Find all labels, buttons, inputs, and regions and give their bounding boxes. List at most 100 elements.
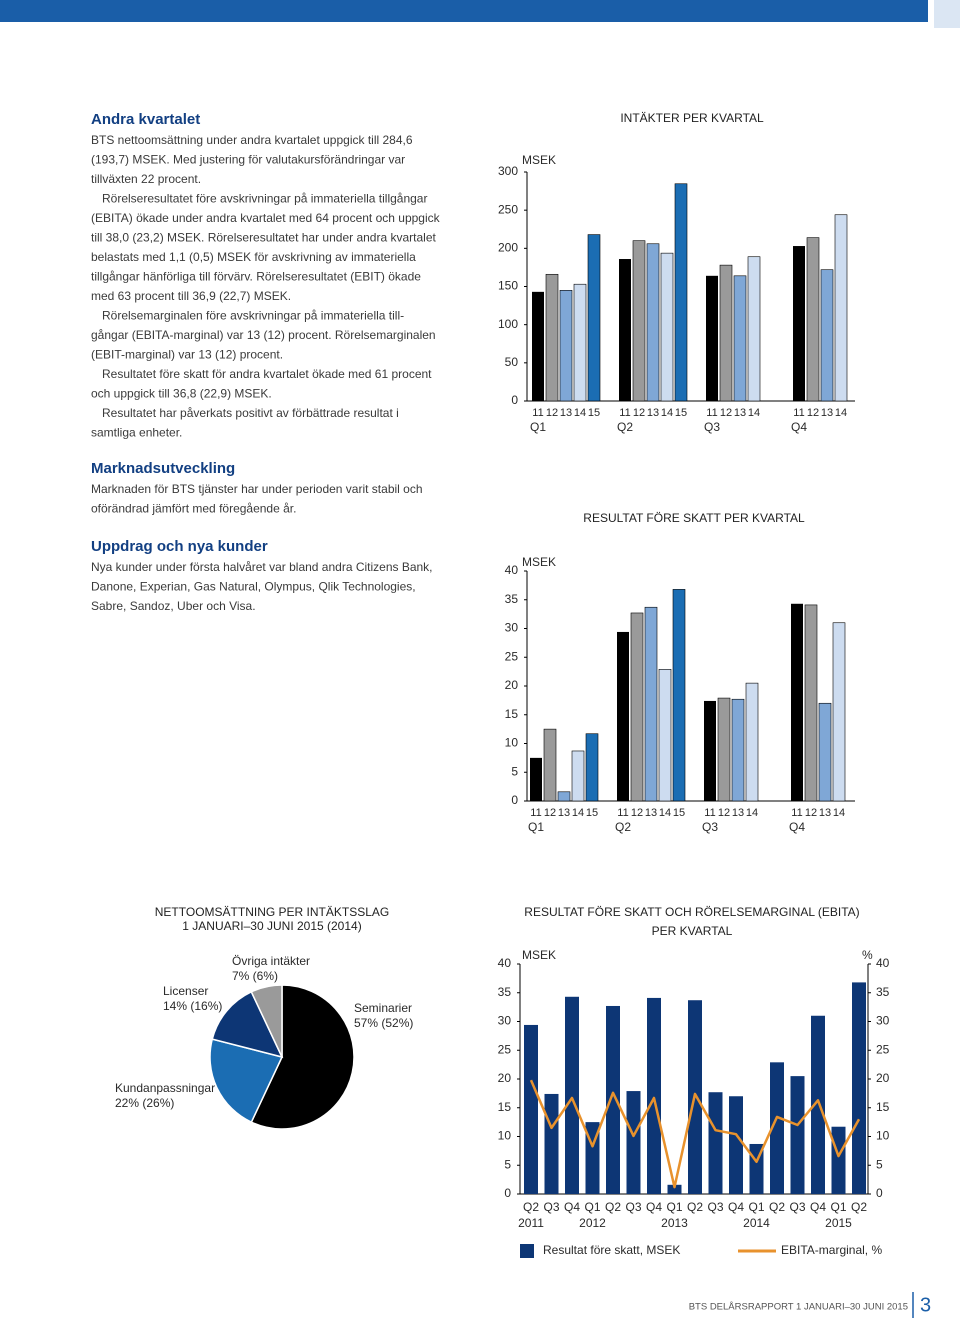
bar [733, 275, 747, 402]
footer-text: BTS DELÅRSRAPPORT 1 JANUARI–30 JUNI 2015 [689, 1302, 908, 1313]
y-tick-label: 20 [505, 678, 519, 692]
series-label: 11 [706, 407, 717, 419]
body-line: oförändrad jämfört med föregående år. [91, 502, 296, 516]
series-label: 15 [673, 807, 685, 819]
bar [617, 631, 629, 801]
y-tick-label: 35 [498, 985, 512, 999]
bar [557, 791, 571, 802]
y-tick-label: 250 [498, 202, 518, 216]
y-tick-label: 150 [498, 279, 518, 293]
bar [790, 1076, 805, 1194]
x-tick-label: Q1 [584, 1200, 600, 1214]
header-bar [0, 0, 928, 22]
series-label: 13 [732, 807, 744, 819]
x-tick-label: Q4 [564, 1200, 580, 1214]
slice-label: Övriga intäkter [232, 954, 310, 968]
bar [852, 982, 866, 1194]
section-heading: Andra kvartalet [91, 111, 200, 128]
series-label: 14 [748, 407, 760, 419]
y-tick-label: 300 [498, 164, 518, 178]
y-tick-label: 25 [505, 649, 519, 663]
bar [606, 1005, 620, 1194]
y-tick-label: 35 [876, 985, 890, 999]
x-tick-label: Q3 [707, 1200, 723, 1214]
x-tick-label: Q3 [789, 1200, 805, 1214]
body-line: Rörelsemarginalen före avskrivningar på … [102, 309, 404, 323]
x-tick-label: Q2 [523, 1200, 539, 1214]
x-tick-label: Q2 [769, 1200, 785, 1214]
category-label: Q2 [615, 820, 631, 834]
series-label: 11 [619, 407, 630, 419]
bar [831, 1126, 846, 1194]
group-label: 2012 [579, 1216, 606, 1230]
y-tick-label: 50 [505, 355, 519, 369]
category-label: Q3 [702, 820, 718, 834]
y-tick-label: 40 [498, 956, 512, 970]
y-tick-label: 30 [498, 1014, 512, 1028]
bar [660, 252, 674, 402]
series-label: 12 [718, 807, 730, 819]
y2-axis-label: % [862, 948, 873, 962]
pie-slice [250, 984, 355, 1130]
bar [818, 702, 832, 802]
series-label: 11 [530, 807, 541, 819]
series-label: 14 [572, 807, 584, 819]
y-tick-label: 30 [876, 1014, 890, 1028]
bar [544, 1093, 559, 1194]
series-label: 13 [734, 407, 746, 419]
bar [834, 214, 848, 402]
body-line: och uppgick till 36,8 (22,9) MSEK. [91, 387, 272, 401]
series-label: 12 [544, 807, 556, 819]
series-label: 13 [558, 807, 570, 819]
y-tick-label: 5 [504, 1157, 511, 1171]
y-axis-label: MSEK [522, 555, 556, 569]
series-label: 11 [793, 407, 804, 419]
y-tick-label: 40 [876, 956, 890, 970]
bar [747, 256, 761, 402]
bar [565, 996, 579, 1194]
slice-value-label: 14% (16%) [163, 999, 222, 1013]
y-tick-label: 40 [505, 563, 519, 577]
bar [646, 243, 660, 402]
y-tick-label: 15 [876, 1100, 890, 1114]
y-tick-label: 0 [511, 393, 518, 407]
x-tick-label: Q1 [748, 1200, 764, 1214]
x-tick-label: Q2 [605, 1200, 621, 1214]
bar [717, 697, 731, 802]
bar [647, 997, 661, 1194]
series-label: 14 [661, 407, 673, 419]
x-tick-label: Q2 [687, 1200, 703, 1214]
y-tick-label: 20 [498, 1071, 512, 1085]
bar [532, 291, 544, 401]
slice-value-label: 57% (52%) [354, 1016, 413, 1030]
series-label: 15 [675, 407, 687, 419]
series-label: 13 [645, 807, 657, 819]
series-label: 12 [633, 407, 645, 419]
x-tick-label: Q4 [646, 1200, 662, 1214]
category-label: Q4 [789, 820, 805, 834]
bar [524, 1024, 538, 1194]
bar [644, 606, 658, 802]
series-label: 12 [807, 407, 819, 419]
series-label: 13 [819, 807, 831, 819]
bar [791, 603, 803, 801]
series-label: 13 [560, 407, 572, 419]
legend-swatch [520, 1244, 534, 1258]
category-label: Q1 [528, 820, 544, 834]
bar [708, 1092, 723, 1194]
body-line: Resultatet före skatt för andra kvartale… [102, 367, 432, 381]
chart-title: PER KVARTAL [652, 924, 733, 938]
series-label: 14 [574, 407, 586, 419]
bar [793, 246, 805, 401]
body-line: tillväxten 22 procent. [91, 172, 201, 186]
chart-title: RESULTAT FÖRE SKATT PER KVARTAL [583, 511, 805, 525]
group-label: 2013 [661, 1216, 688, 1230]
bar [820, 269, 834, 402]
body-line: Marknaden för BTS tjänster har under per… [91, 482, 423, 496]
line [529, 1079, 861, 1189]
bar [619, 259, 631, 401]
x-tick-label: Q3 [625, 1200, 641, 1214]
bar [630, 612, 644, 802]
bar [674, 183, 688, 402]
y-tick-label: 10 [498, 1129, 512, 1143]
